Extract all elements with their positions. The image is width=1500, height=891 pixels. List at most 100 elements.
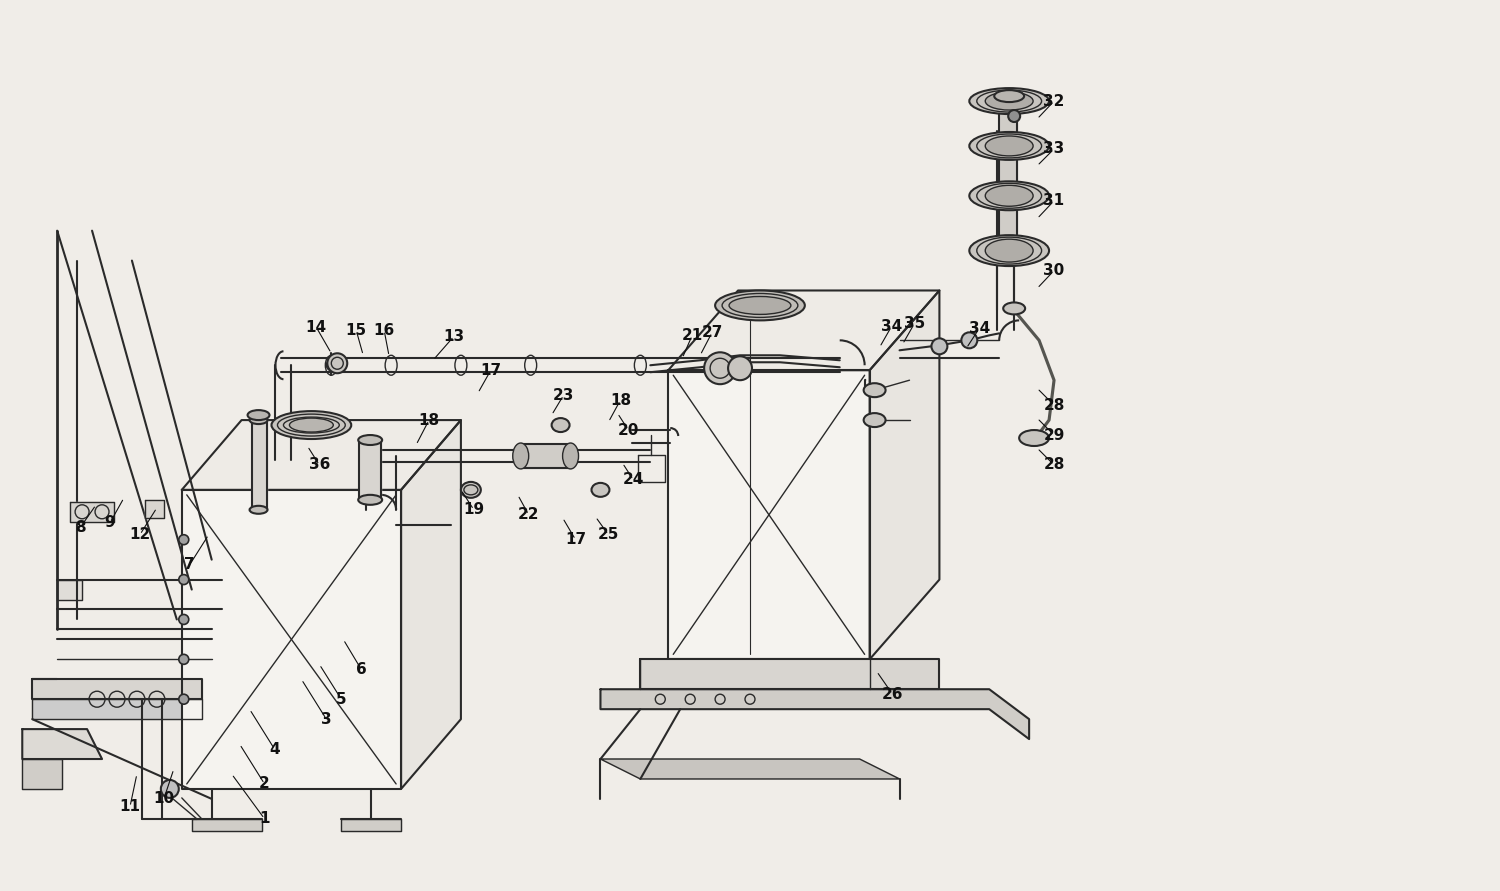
Polygon shape [32, 699, 201, 719]
Polygon shape [32, 679, 201, 699]
Ellipse shape [986, 92, 1033, 110]
Text: 10: 10 [153, 791, 174, 806]
Ellipse shape [864, 383, 885, 397]
Ellipse shape [1004, 302, 1025, 315]
Text: 6: 6 [356, 662, 366, 677]
Polygon shape [999, 111, 1017, 250]
Text: 28: 28 [1044, 457, 1065, 472]
Ellipse shape [864, 413, 885, 427]
Polygon shape [669, 290, 939, 371]
Ellipse shape [729, 297, 790, 315]
Polygon shape [342, 819, 400, 830]
Text: 5: 5 [336, 691, 346, 707]
Ellipse shape [248, 410, 270, 420]
Ellipse shape [994, 90, 1024, 102]
Text: 21: 21 [681, 328, 703, 343]
Polygon shape [192, 819, 261, 830]
Polygon shape [358, 440, 381, 500]
Polygon shape [252, 420, 267, 510]
Ellipse shape [358, 495, 382, 505]
Ellipse shape [290, 418, 333, 432]
Text: 3: 3 [321, 712, 332, 727]
Text: 15: 15 [345, 323, 368, 338]
Ellipse shape [249, 416, 267, 424]
Ellipse shape [986, 185, 1033, 206]
Text: 18: 18 [419, 413, 440, 428]
Ellipse shape [552, 418, 570, 432]
Text: 26: 26 [882, 687, 903, 702]
Circle shape [178, 694, 189, 704]
Polygon shape [57, 579, 82, 600]
Circle shape [178, 615, 189, 625]
Polygon shape [22, 729, 102, 759]
Ellipse shape [986, 239, 1033, 262]
Text: 30: 30 [1044, 263, 1065, 278]
Polygon shape [669, 371, 870, 659]
Circle shape [704, 352, 736, 384]
Circle shape [327, 354, 348, 373]
Text: 33: 33 [1044, 142, 1065, 157]
Polygon shape [520, 444, 570, 468]
Ellipse shape [358, 435, 382, 445]
Text: 4: 4 [268, 741, 280, 756]
Text: 24: 24 [622, 472, 644, 487]
Text: 36: 36 [309, 457, 330, 472]
Circle shape [178, 575, 189, 584]
Ellipse shape [716, 290, 806, 321]
Ellipse shape [249, 506, 267, 514]
Text: 25: 25 [598, 527, 619, 543]
Ellipse shape [562, 443, 579, 469]
Ellipse shape [591, 483, 609, 497]
Polygon shape [70, 502, 114, 522]
Text: 29: 29 [1044, 428, 1065, 443]
Text: 9: 9 [105, 515, 116, 530]
Text: 11: 11 [120, 799, 141, 814]
Circle shape [728, 356, 752, 380]
Ellipse shape [513, 443, 528, 469]
Polygon shape [182, 490, 400, 789]
Polygon shape [640, 659, 939, 690]
Text: 35: 35 [904, 316, 926, 331]
Text: 28: 28 [1044, 397, 1065, 413]
Circle shape [932, 339, 948, 355]
Text: 17: 17 [480, 363, 501, 378]
Polygon shape [146, 500, 164, 518]
Ellipse shape [327, 358, 346, 372]
Text: 2: 2 [260, 776, 270, 791]
Text: 34: 34 [880, 319, 902, 334]
Ellipse shape [986, 136, 1033, 156]
Text: 23: 23 [554, 388, 574, 403]
Text: 31: 31 [1044, 193, 1065, 208]
Text: 12: 12 [129, 527, 150, 543]
Text: 19: 19 [464, 503, 484, 518]
Text: 14: 14 [306, 320, 327, 335]
Polygon shape [400, 420, 460, 789]
Circle shape [1008, 110, 1020, 122]
Ellipse shape [272, 411, 351, 439]
Text: 17: 17 [566, 532, 586, 547]
Ellipse shape [460, 482, 482, 498]
Text: 7: 7 [184, 557, 195, 572]
Ellipse shape [1019, 430, 1048, 446]
Text: 20: 20 [618, 422, 639, 437]
Polygon shape [22, 759, 62, 789]
Circle shape [178, 535, 189, 544]
Text: 22: 22 [518, 507, 540, 522]
Circle shape [160, 780, 178, 798]
Polygon shape [870, 290, 939, 659]
Ellipse shape [969, 88, 1048, 114]
Ellipse shape [969, 235, 1048, 266]
Circle shape [962, 332, 978, 348]
Text: 16: 16 [374, 323, 394, 338]
Text: 18: 18 [610, 393, 632, 408]
Text: 8: 8 [75, 520, 86, 535]
Polygon shape [182, 420, 460, 490]
Text: 1: 1 [260, 812, 270, 826]
Circle shape [178, 654, 189, 665]
Text: 13: 13 [444, 329, 465, 344]
Text: 34: 34 [969, 321, 990, 336]
Text: 32: 32 [1044, 94, 1065, 109]
Ellipse shape [969, 132, 1048, 159]
Polygon shape [600, 759, 900, 779]
Ellipse shape [969, 182, 1048, 210]
